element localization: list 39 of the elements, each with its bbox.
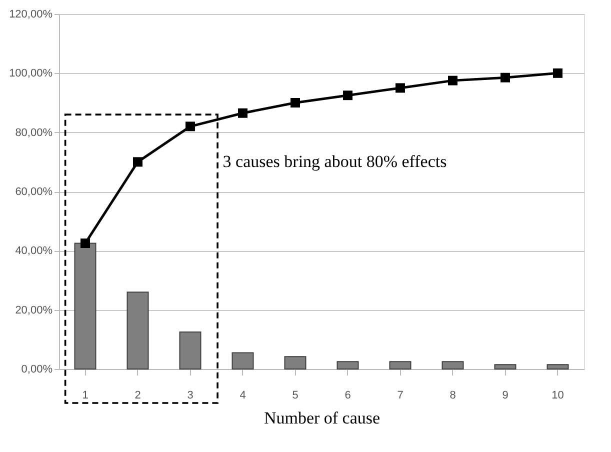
bar (284, 356, 306, 370)
point (133, 157, 142, 167)
bar (126, 292, 149, 370)
x-tick-label: 1 (82, 390, 88, 402)
x-tick-label: 8 (450, 390, 456, 402)
bar (389, 361, 412, 370)
x-tick-label: 5 (292, 390, 298, 402)
y-tick-label: 80,00% (15, 126, 53, 139)
x-tick-label: 7 (397, 390, 404, 402)
annotation: 3 causes bring about 80% effects (222, 152, 447, 171)
point (396, 83, 405, 93)
bar (442, 361, 464, 370)
x-tick-label: 2 (134, 390, 141, 402)
y-tick-label: 60,00% (15, 186, 53, 198)
y-tick-label: 0,00% (21, 364, 53, 376)
point (343, 90, 352, 100)
bar (74, 242, 96, 370)
point (553, 68, 562, 78)
point (238, 108, 248, 118)
bar (494, 364, 516, 370)
x-tick-label: 10 (552, 390, 564, 402)
y-tick-label: 100,00% (9, 68, 53, 80)
x-tick-label: 3 (187, 390, 194, 402)
y-tick-label: 40,00% (15, 245, 53, 258)
x-axis-title: Number of cause (264, 408, 380, 428)
point (500, 72, 510, 82)
bar (179, 332, 202, 370)
y-tick-label: 20,00% (15, 304, 53, 316)
bar (232, 352, 254, 370)
x-tick-label: 6 (344, 390, 351, 402)
point (186, 122, 195, 132)
y-tick-label: 120,00% (9, 8, 53, 20)
bar (336, 361, 359, 370)
bar (546, 364, 569, 370)
x-tick-label: 4 (240, 390, 246, 402)
point (290, 98, 300, 108)
point (80, 238, 90, 248)
point (448, 76, 458, 86)
x-tick-label: 9 (502, 390, 508, 402)
